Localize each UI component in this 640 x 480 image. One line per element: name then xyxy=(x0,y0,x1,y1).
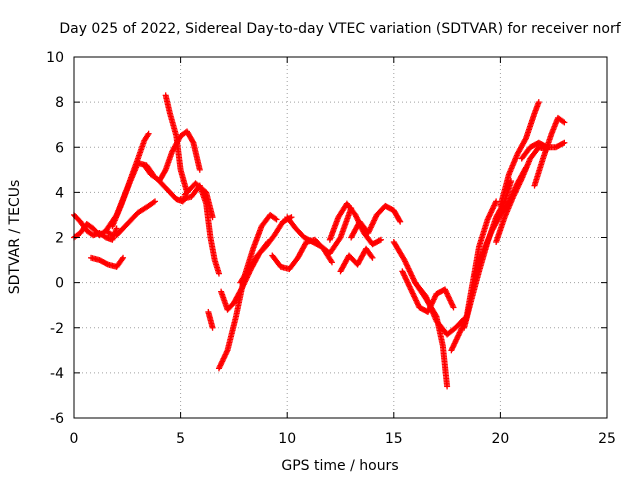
data-point xyxy=(209,324,216,331)
data-point xyxy=(397,218,404,225)
data-point xyxy=(273,216,280,223)
data-point xyxy=(215,270,222,277)
ticks: 0 5 10 15 20 25 -6 -4 -2 0 2 4 6 8 10 xyxy=(46,50,616,447)
data-point xyxy=(145,130,152,137)
data-point xyxy=(152,198,159,205)
y-tick-label: 8 xyxy=(55,95,64,111)
series-arc-11 xyxy=(181,180,216,221)
y-tick-label: -4 xyxy=(50,366,64,382)
y-tick-label: 2 xyxy=(55,231,64,247)
series-arc-28 xyxy=(493,144,551,246)
grid xyxy=(74,57,607,418)
series-arc-15 xyxy=(237,214,295,286)
series-arc-26 xyxy=(471,164,529,279)
y-tick-label: 4 xyxy=(55,185,64,201)
data-point xyxy=(120,254,127,261)
data-point xyxy=(535,99,542,106)
data-point xyxy=(444,383,451,390)
y-tick-label: 10 xyxy=(46,50,64,66)
data-point xyxy=(378,236,385,243)
data-points xyxy=(71,92,568,390)
data-point xyxy=(450,304,457,311)
series-arc-13 xyxy=(215,211,280,372)
series-arc-16 xyxy=(269,236,335,273)
x-tick-label: 5 xyxy=(176,431,185,447)
x-tick-label: 10 xyxy=(278,431,296,447)
series-arc-27 xyxy=(497,99,542,209)
series-arc-03 xyxy=(88,254,127,270)
chart-title: Day 025 of 2022, Sidereal Day-to-day VTE… xyxy=(59,21,621,37)
series-arc-21 xyxy=(390,239,451,390)
data-point xyxy=(272,215,279,222)
data-point xyxy=(522,136,529,143)
data-point xyxy=(161,168,168,175)
series-arc-12 xyxy=(205,308,216,331)
y-tick-label: 0 xyxy=(55,276,64,292)
y-tick-label: 6 xyxy=(55,140,64,156)
data-point xyxy=(493,198,500,205)
data-point xyxy=(119,256,126,263)
data-point xyxy=(209,214,216,221)
x-tick-label: 15 xyxy=(385,431,403,447)
y-axis-label: SDTVAR / TECUs xyxy=(7,180,23,295)
data-point xyxy=(189,138,196,145)
data-point xyxy=(561,139,568,146)
data-point xyxy=(508,178,515,185)
data-point xyxy=(561,119,568,126)
series-arc-30 xyxy=(531,114,568,189)
data-point xyxy=(328,259,335,266)
x-tick-label: 20 xyxy=(491,431,509,447)
series-arc-17 xyxy=(284,205,355,257)
series-arc-08 xyxy=(156,128,203,185)
series-arc-02 xyxy=(71,220,116,241)
series-arc-09 xyxy=(162,92,190,196)
data-point xyxy=(196,166,203,173)
data-point xyxy=(108,231,115,238)
x-tick-label: 25 xyxy=(598,431,616,447)
x-tick-label: 0 xyxy=(70,431,79,447)
data-point xyxy=(113,225,120,232)
series-arc-20 xyxy=(348,202,404,241)
y-tick-label: -6 xyxy=(50,411,64,427)
series-arc-19 xyxy=(337,245,376,275)
data-point xyxy=(369,254,376,261)
x-axis-label: GPS time / hours xyxy=(281,458,398,474)
series-arc-06 xyxy=(113,198,159,239)
data-point xyxy=(396,217,403,224)
data-point xyxy=(560,118,567,125)
y-tick-label: -2 xyxy=(50,321,64,337)
data-point xyxy=(150,199,157,206)
data-point xyxy=(368,253,375,260)
series-arc-23 xyxy=(412,279,468,338)
